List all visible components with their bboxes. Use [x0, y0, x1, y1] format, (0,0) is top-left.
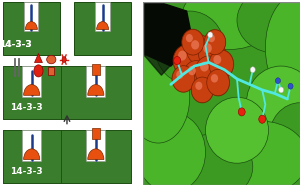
- Circle shape: [184, 60, 209, 90]
- Circle shape: [174, 57, 181, 65]
- Circle shape: [288, 83, 293, 89]
- Ellipse shape: [268, 103, 300, 176]
- Circle shape: [188, 66, 196, 75]
- Circle shape: [200, 62, 209, 72]
- Wedge shape: [26, 22, 37, 29]
- Ellipse shape: [213, 121, 300, 189]
- Text: 14-3-3: 14-3-3: [0, 40, 32, 49]
- Circle shape: [211, 74, 218, 83]
- Bar: [61, 66, 131, 119]
- Text: 14-3-3: 14-3-3: [0, 40, 32, 49]
- Circle shape: [186, 34, 193, 42]
- Ellipse shape: [206, 97, 268, 163]
- Ellipse shape: [182, 0, 276, 50]
- Wedge shape: [88, 85, 104, 95]
- Circle shape: [195, 55, 223, 88]
- Circle shape: [186, 34, 212, 65]
- Text: 14-3-3: 14-3-3: [10, 167, 42, 176]
- Circle shape: [198, 38, 225, 69]
- Circle shape: [191, 40, 199, 50]
- Circle shape: [182, 29, 204, 55]
- Circle shape: [181, 29, 205, 56]
- Ellipse shape: [237, 0, 300, 53]
- Polygon shape: [142, 29, 182, 75]
- Ellipse shape: [155, 11, 224, 84]
- Circle shape: [207, 69, 230, 96]
- Circle shape: [250, 67, 255, 73]
- Circle shape: [204, 29, 226, 55]
- Polygon shape: [142, 2, 193, 66]
- Wedge shape: [88, 149, 104, 160]
- Circle shape: [203, 43, 212, 53]
- Circle shape: [206, 69, 230, 96]
- Circle shape: [238, 108, 245, 116]
- Circle shape: [208, 34, 215, 42]
- Circle shape: [62, 57, 66, 62]
- Circle shape: [172, 44, 201, 77]
- Bar: [24, 2, 38, 31]
- Wedge shape: [97, 22, 109, 29]
- Circle shape: [187, 35, 212, 64]
- Polygon shape: [142, 2, 300, 185]
- Bar: [3, 2, 60, 55]
- Bar: [61, 130, 131, 183]
- Circle shape: [198, 37, 226, 70]
- Bar: [3, 66, 61, 119]
- Circle shape: [172, 66, 195, 92]
- Circle shape: [208, 32, 213, 38]
- Bar: [86, 66, 106, 97]
- Circle shape: [183, 60, 209, 91]
- Circle shape: [178, 51, 187, 60]
- Ellipse shape: [266, 0, 300, 103]
- Wedge shape: [24, 85, 40, 95]
- Circle shape: [191, 76, 214, 103]
- Ellipse shape: [247, 66, 300, 139]
- Circle shape: [176, 70, 184, 79]
- Ellipse shape: [127, 51, 190, 143]
- Bar: [3, 66, 131, 119]
- Bar: [22, 130, 41, 161]
- Text: 14-3-3: 14-3-3: [10, 103, 42, 112]
- Circle shape: [34, 65, 43, 77]
- Bar: [22, 66, 41, 97]
- Bar: [3, 130, 61, 183]
- Bar: [3, 130, 131, 183]
- Circle shape: [275, 78, 281, 84]
- Bar: [74, 2, 131, 55]
- Circle shape: [173, 45, 200, 76]
- Circle shape: [191, 77, 213, 103]
- Ellipse shape: [174, 134, 253, 189]
- Circle shape: [204, 30, 226, 55]
- Circle shape: [208, 49, 234, 79]
- Bar: [86, 130, 106, 161]
- Circle shape: [195, 82, 202, 90]
- Circle shape: [259, 115, 266, 123]
- Bar: [95, 2, 110, 31]
- Circle shape: [209, 50, 233, 78]
- Circle shape: [172, 65, 195, 93]
- Ellipse shape: [136, 112, 206, 189]
- Ellipse shape: [47, 55, 56, 64]
- Circle shape: [279, 87, 283, 93]
- Circle shape: [213, 55, 221, 64]
- Wedge shape: [24, 149, 40, 160]
- Circle shape: [195, 56, 222, 87]
